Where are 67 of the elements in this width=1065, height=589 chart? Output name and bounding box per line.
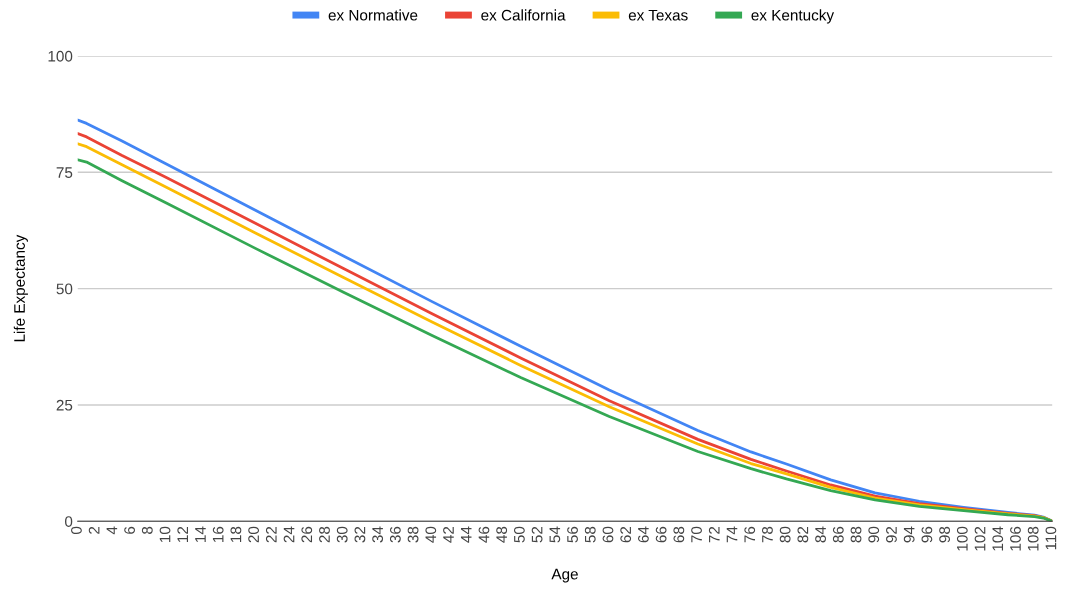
x-tick-label: 60 <box>602 526 614 543</box>
y-tick-label: 100 <box>48 50 73 62</box>
x-tick-label: 58 <box>584 526 596 543</box>
x-tick-label: 110 <box>1045 526 1057 550</box>
x-tick-label: 44 <box>460 526 472 543</box>
x-tick-label: 74 <box>726 526 738 543</box>
x-tick-label: 100 <box>956 526 968 551</box>
x-tick-label: 36 <box>389 526 401 543</box>
x-tick-label: 86 <box>832 526 844 543</box>
x-tick-label: 90 <box>868 526 880 543</box>
y-tick-label: 50 <box>56 283 73 295</box>
x-tick-label: 8 <box>141 526 153 534</box>
x-tick-label: 66 <box>655 526 667 543</box>
x-tick-label: 12 <box>177 526 188 542</box>
x-tick-label: 78 <box>762 526 773 543</box>
legend-label: ex Normative <box>328 9 418 21</box>
x-tick-label: 52 <box>531 526 543 543</box>
legend-label: ex Texas <box>628 9 688 21</box>
x-tick-label: 82 <box>797 526 809 543</box>
y-tick-label: 0 <box>64 516 73 527</box>
x-tick-label: 46 <box>478 526 490 543</box>
y-axis-title: Life Expectancy <box>13 234 28 342</box>
x-tick-label: 4 <box>106 526 118 535</box>
x-tick-label: 98 <box>939 526 951 543</box>
x-tick-label: 84 <box>815 526 826 543</box>
x-tick-label: 22 <box>265 526 277 543</box>
legend-label: ex Kentucky <box>751 9 835 24</box>
x-tick-label: 80 <box>779 526 791 543</box>
x-tick-label: 70 <box>691 526 702 543</box>
x-tick-label: 108 <box>1027 526 1039 551</box>
x-tick-label: 0 <box>71 526 82 535</box>
x-tick-label: 68 <box>673 526 685 543</box>
x-tick-label: 16 <box>212 526 224 542</box>
x-tick-label: 88 <box>850 526 862 543</box>
x-tick-label: 76 <box>744 526 756 543</box>
x-tick-label: 94 <box>903 526 915 543</box>
y-tick-label: 75 <box>56 167 73 178</box>
x-tick-label: 50 <box>513 526 525 543</box>
y-tick-label: 25 <box>56 399 73 411</box>
x-tick-label: 54 <box>549 526 561 543</box>
x-tick-label: 34 <box>372 526 384 543</box>
x-tick-label: 28 <box>319 526 330 543</box>
x-tick-label: 106 <box>1010 526 1021 551</box>
x-tick-label: 72 <box>708 526 720 543</box>
x-tick-label: 96 <box>921 526 933 543</box>
x-tick-label: 20 <box>248 526 260 543</box>
x-tick-label: 62 <box>620 526 632 543</box>
x-tick-label: 92 <box>886 526 897 543</box>
x-tick-label: 2 <box>88 526 100 534</box>
x-tick-label: 14 <box>195 526 206 542</box>
x-axis-title: Age <box>551 568 578 583</box>
x-tick-label: 38 <box>407 526 419 543</box>
x-tick-label: 64 <box>637 526 649 543</box>
x-tick-label: 18 <box>230 526 242 542</box>
x-tick-label: 40 <box>425 526 437 543</box>
x-tick-label: 56 <box>567 526 578 543</box>
legend-label: ex California <box>481 9 566 21</box>
x-tick-label: 42 <box>443 526 454 543</box>
x-tick-label: 24 <box>283 526 295 543</box>
x-tick-label: 48 <box>496 526 508 543</box>
x-tick-label: 6 <box>124 526 135 534</box>
x-tick-label: 26 <box>301 526 313 543</box>
x-tick-label: 30 <box>336 526 348 543</box>
x-tick-label: 10 <box>159 526 171 542</box>
x-tick-label: 32 <box>354 526 366 543</box>
x-tick-label: 102 <box>974 526 986 551</box>
x-tick-label: 104 <box>992 526 1004 551</box>
